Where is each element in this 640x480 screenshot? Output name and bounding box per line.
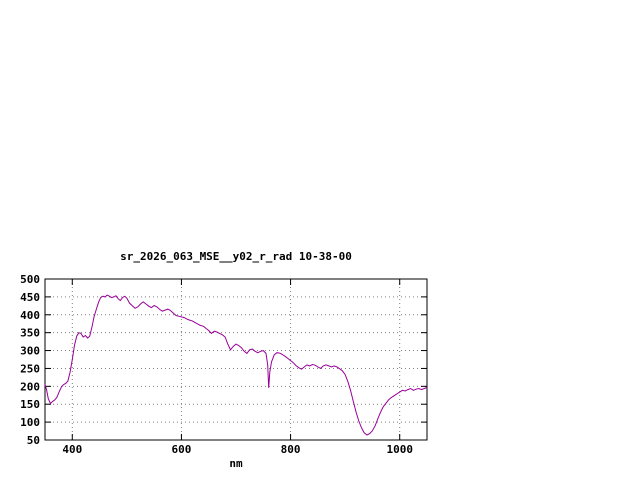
plot-border bbox=[44, 278, 428, 441]
chart-title: sr_2026_063_MSE__y02_r_rad 10-38-00 bbox=[120, 250, 352, 263]
x-tick-label: 1000 bbox=[386, 443, 413, 456]
x-axis-label: nm bbox=[229, 457, 243, 470]
y-tick-label: 200 bbox=[20, 380, 40, 393]
y-tick-label: 500 bbox=[20, 273, 40, 286]
x-tick-label: 400 bbox=[62, 443, 82, 456]
x-tick-label: 600 bbox=[171, 443, 191, 456]
x-tick-label: 800 bbox=[281, 443, 301, 456]
y-tick-label: 50 bbox=[27, 434, 40, 447]
spectrum-line bbox=[44, 294, 428, 436]
y-tick-label: 450 bbox=[20, 291, 40, 304]
y-tick-label: 250 bbox=[20, 362, 40, 375]
y-tick-label: 300 bbox=[20, 345, 40, 358]
y-tick-label: 400 bbox=[20, 309, 40, 322]
y-tick-label: 100 bbox=[20, 416, 40, 429]
y-tick-label: 150 bbox=[20, 398, 40, 411]
y-tick-label: 350 bbox=[20, 327, 40, 340]
